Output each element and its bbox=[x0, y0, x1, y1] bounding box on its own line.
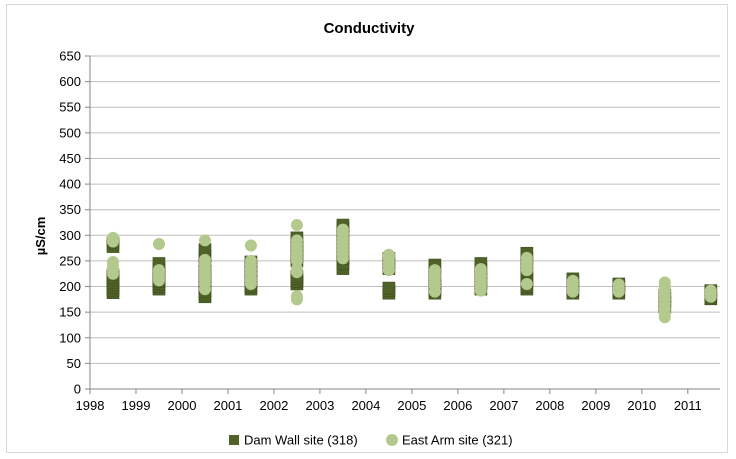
data-point-circle bbox=[106, 255, 119, 268]
y-tick-label: 150 bbox=[59, 305, 81, 320]
y-tick-label: 500 bbox=[59, 125, 81, 140]
y-tick-label: 550 bbox=[59, 100, 81, 115]
y-tick-label: 350 bbox=[59, 202, 81, 217]
data-point-circle bbox=[658, 276, 671, 289]
y-tick-label: 650 bbox=[59, 49, 81, 64]
y-tick-label: 600 bbox=[59, 74, 81, 89]
data-point-circle bbox=[106, 231, 119, 244]
data-point-circle bbox=[566, 274, 579, 287]
y-tick-label: 100 bbox=[59, 330, 81, 345]
data-point-circle bbox=[428, 264, 441, 277]
x-tick-label: 2010 bbox=[627, 398, 656, 413]
x-tick-label: 1999 bbox=[122, 398, 151, 413]
chart-title: Conductivity bbox=[324, 20, 415, 37]
x-tick-label: 2008 bbox=[535, 398, 564, 413]
x-tick-label: 2001 bbox=[213, 398, 242, 413]
x-tick-label: 2004 bbox=[351, 398, 380, 413]
data-point-circle bbox=[336, 223, 349, 236]
x-tick-label: 2003 bbox=[305, 398, 334, 413]
series-east-arm bbox=[106, 219, 717, 324]
x-tick-label: 2009 bbox=[581, 398, 610, 413]
legend-marker-square bbox=[229, 435, 239, 445]
data-point-circle bbox=[198, 234, 211, 247]
data-point-circle bbox=[290, 219, 303, 232]
data-point-circle bbox=[704, 284, 717, 297]
data-point-circle bbox=[290, 263, 303, 276]
series-layer bbox=[106, 218, 718, 324]
grid-layer bbox=[90, 55, 720, 390]
data-point-circle bbox=[474, 263, 487, 276]
x-tick-label: 2011 bbox=[674, 398, 702, 413]
legend-label: East Arm site (321) bbox=[402, 433, 513, 448]
y-axis-title: µS/cm bbox=[33, 217, 48, 256]
data-point-circle bbox=[198, 253, 211, 266]
data-point-circle bbox=[612, 278, 625, 291]
x-tick-label: 1998 bbox=[76, 398, 105, 413]
data-point-square bbox=[382, 281, 396, 295]
data-point-circle bbox=[152, 264, 165, 277]
x-tick-label: 2005 bbox=[397, 398, 426, 413]
data-point-circle bbox=[152, 238, 165, 251]
data-point-circle bbox=[244, 254, 257, 267]
legend-marker-circle bbox=[386, 434, 398, 446]
x-tick-label: 2000 bbox=[168, 398, 197, 413]
series-dam-wall bbox=[106, 218, 718, 314]
x-tick-label: 2006 bbox=[443, 398, 472, 413]
data-point-circle bbox=[382, 248, 395, 261]
y-tick-label: 450 bbox=[59, 151, 81, 166]
legend-label: Dam Wall site (318) bbox=[244, 433, 358, 448]
y-tick-label: 250 bbox=[59, 253, 81, 268]
chart-frame bbox=[6, 4, 728, 453]
y-tick-label: 0 bbox=[74, 382, 81, 397]
y-tick-label: 50 bbox=[67, 356, 81, 371]
y-tick-label: 400 bbox=[59, 177, 81, 192]
legend: Dam Wall site (318) East Arm site (321) bbox=[229, 433, 513, 448]
y-tick-label: 300 bbox=[59, 228, 81, 243]
data-point-circle bbox=[290, 290, 303, 303]
x-tick-label: 2007 bbox=[489, 398, 518, 413]
axis-layer: 0 50 100 150 200 250 300 350 400 450 500 550 600 650 1… bbox=[59, 49, 701, 414]
x-tick-label: 2002 bbox=[259, 398, 288, 413]
y-tick-label: 200 bbox=[59, 279, 81, 294]
data-point-circle bbox=[520, 251, 533, 264]
data-point-circle bbox=[520, 277, 533, 290]
data-point-circle bbox=[290, 234, 303, 247]
data-point-circle bbox=[244, 239, 257, 252]
